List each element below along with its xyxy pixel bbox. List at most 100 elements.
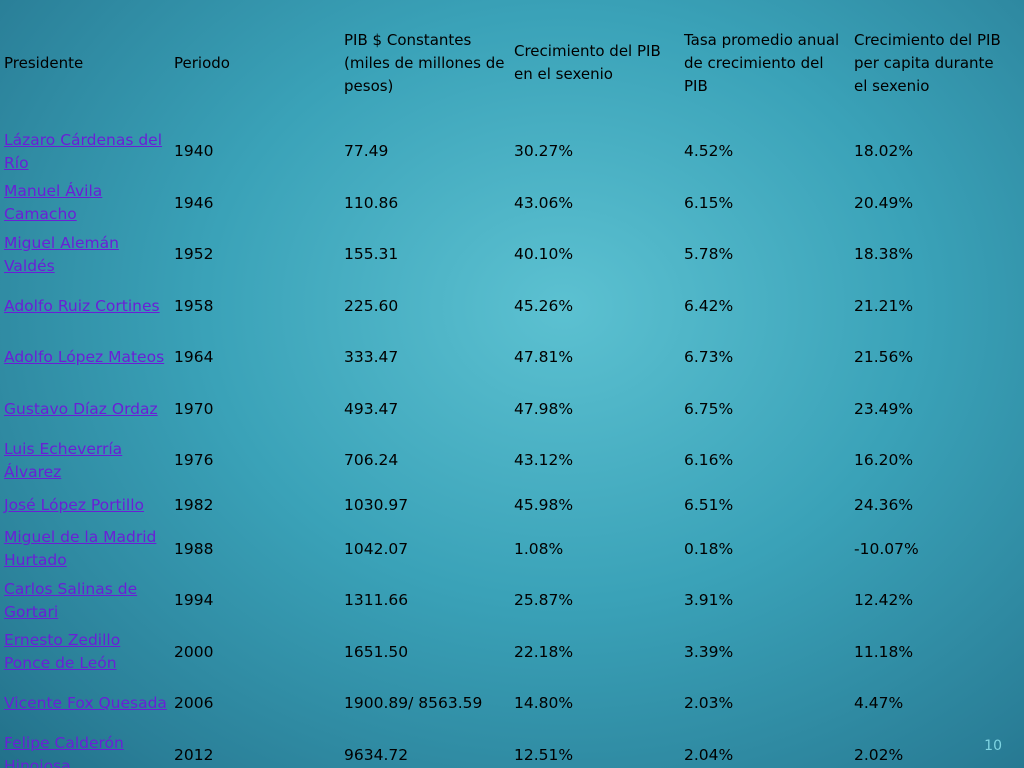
cell-crecimiento-sexenio: 45.98% [514, 495, 574, 514]
header-tasa-anual: Tasa promedio anual de crecimiento del P… [684, 30, 840, 95]
cell-tasa-anual: 6.75% [684, 399, 734, 418]
cell-crecimiento-sexenio: 43.12% [514, 451, 574, 470]
table-row: Luis Echeverría Álvarez 1976 706.24 43.12% 6… [0, 435, 1010, 487]
cell-periodo: 2000 [174, 642, 214, 661]
table-row: Lázaro Cárdenas del Río 1940 77.49 30.27% 4.… [0, 126, 1010, 178]
cell-periodo: 1976 [174, 451, 214, 470]
table-row: Miguel de la Madrid Hurtado 1988 1042.07 1.… [0, 524, 1010, 576]
presidente-link[interactable]: Luis Echeverría Álvarez [4, 439, 123, 481]
cell-periodo: 1958 [174, 296, 214, 315]
cell-pib: 333.47 [344, 348, 399, 367]
cell-crecimiento-percapita: 20.49% [854, 193, 914, 212]
cell-pib: 1042.07 [344, 539, 409, 558]
cell-periodo: 1970 [174, 399, 214, 418]
cell-pib: 1030.97 [344, 495, 409, 514]
table-row: Adolfo Ruiz Cortines 1958 225.60 45.26% 6.42… [0, 281, 1010, 333]
cell-pib: 9634.72 [344, 745, 409, 764]
cell-crecimiento-sexenio: 47.81% [514, 348, 574, 367]
cell-crecimiento-sexenio: 30.27% [514, 142, 574, 161]
cell-tasa-anual: 3.39% [684, 642, 734, 661]
cell-pib: 225.60 [344, 296, 399, 315]
cell-periodo: 1964 [174, 348, 214, 367]
cell-tasa-anual: 6.15% [684, 193, 734, 212]
header-pib: PIB $ Constantes (miles de millones de p… [344, 30, 505, 95]
table-row: Adolfo López Mateos 1964 333.47 47.81% 6.73%… [0, 332, 1010, 384]
cell-crecimiento-percapita: 18.02% [854, 142, 914, 161]
cell-presidente: Adolfo López Mateos [0, 332, 170, 384]
cell-crecimiento-sexenio: 14.80% [514, 694, 574, 713]
cell-presidente: Carlos Salinas de Gortari [0, 575, 170, 627]
presidente-link[interactable]: Vicente Fox Quesada [4, 694, 167, 713]
cell-crecimiento-percapita: 4.47% [854, 694, 904, 713]
cell-crecimiento-percapita: 11.18% [854, 642, 914, 661]
cell-periodo: 1988 [174, 539, 214, 558]
cell-pib: 706.24 [344, 451, 399, 470]
cell-periodo: 1946 [174, 193, 214, 212]
table-header: Presidente Periodo PIB $ Constantes (mil… [0, 0, 1010, 126]
cell-presidente: Ernesto Zedillo Ponce de León [0, 627, 170, 679]
cell-tasa-anual: 2.04% [684, 745, 734, 764]
cell-crecimiento-sexenio: 12.51% [514, 745, 574, 764]
header-presidente: Presidente [4, 53, 84, 72]
header-crecimiento-sexenio: Crecimiento del PIB en el sexenio [514, 42, 661, 83]
cell-crecimiento-percapita: 12.42% [854, 591, 914, 610]
cell-pib: 110.86 [344, 193, 399, 212]
cell-crecimiento-percapita: 16.20% [854, 451, 914, 470]
cell-presidente: Miguel de la Madrid Hurtado [0, 524, 170, 576]
cell-pib: 155.31 [344, 245, 399, 264]
presidente-link[interactable]: Gustavo Díaz Ordaz [4, 399, 158, 418]
cell-presidente: Gustavo Díaz Ordaz [0, 384, 170, 436]
cell-presidente: Adolfo Ruiz Cortines [0, 281, 170, 333]
presidente-link[interactable]: Miguel Alemán Valdés [4, 233, 119, 275]
cell-tasa-anual: 2.03% [684, 694, 734, 713]
presidente-link[interactable]: Adolfo Ruiz Cortines [4, 296, 160, 315]
cell-crecimiento-percapita: 21.56% [854, 348, 914, 367]
cell-presidente: Miguel Alemán Valdés [0, 229, 170, 281]
cell-periodo: 1940 [174, 142, 214, 161]
cell-crecimiento-sexenio: 47.98% [514, 399, 574, 418]
cell-crecimiento-sexenio: 43.06% [514, 193, 574, 212]
cell-presidente: José López Portillo [0, 487, 170, 524]
table-row: Ernesto Zedillo Ponce de León 2000 1651.50… [0, 627, 1010, 679]
cell-pib: 1651.50 [344, 642, 409, 661]
cell-periodo: 2012 [174, 745, 214, 764]
presidente-link[interactable]: Carlos Salinas de Gortari [4, 579, 138, 621]
presidente-link[interactable]: Manuel Ávila Camacho [4, 182, 103, 224]
cell-crecimiento-sexenio: 40.10% [514, 245, 574, 264]
cell-tasa-anual: 6.16% [684, 451, 734, 470]
presidente-link[interactable]: Miguel de la Madrid Hurtado [4, 528, 157, 570]
cell-presidente: Vicente Fox Quesada [0, 678, 170, 730]
cell-crecimiento-percapita: -10.07% [854, 539, 919, 558]
cell-presidente: Luis Echeverría Álvarez [0, 435, 170, 487]
presidente-link[interactable]: José López Portillo [4, 495, 145, 514]
cell-crecimiento-percapita: 24.36% [854, 495, 914, 514]
table-row: Vicente Fox Quesada 2006 1900.89/ 8563.59 1… [0, 678, 1010, 730]
cell-tasa-anual: 6.73% [684, 348, 734, 367]
cell-tasa-anual: 6.51% [684, 495, 734, 514]
table-row: Manuel Ávila Camacho 1946 110.86 43.06% 6.15… [0, 178, 1010, 230]
presidente-link[interactable]: Felipe Calderón Hinojosa [4, 734, 124, 768]
cell-periodo: 1994 [174, 591, 214, 610]
cell-crecimiento-sexenio: 22.18% [514, 642, 574, 661]
presidente-link[interactable]: Lázaro Cárdenas del Río [4, 130, 163, 172]
cell-periodo: 1952 [174, 245, 214, 264]
cell-tasa-anual: 3.91% [684, 591, 734, 610]
cell-pib: 77.49 [344, 142, 389, 161]
cell-crecimiento-sexenio: 45.26% [514, 296, 574, 315]
header-crecimiento-percapita: Crecimiento del PIB per capita durante e… [854, 30, 1001, 95]
table-row: José López Portillo 1982 1030.97 45.98% 6.51… [0, 487, 1010, 524]
table-row: Carlos Salinas de Gortari 1994 1311.66 25.8… [0, 575, 1010, 627]
presidente-link[interactable]: Ernesto Zedillo Ponce de León [4, 631, 121, 673]
cell-presidente: Felipe Calderón Hinojosa [0, 730, 170, 768]
cell-crecimiento-sexenio: 25.87% [514, 591, 574, 610]
presidente-link[interactable]: Adolfo López Mateos [4, 348, 165, 367]
cell-pib: 493.47 [344, 399, 399, 418]
page-number: 10 [984, 738, 1002, 754]
cell-crecimiento-percapita: 2.02% [854, 745, 904, 764]
table-row: Gustavo Díaz Ordaz 1970 493.47 47.98% 6.75% 2… [0, 384, 1010, 436]
cell-tasa-anual: 6.42% [684, 296, 734, 315]
cell-pib: 1311.66 [344, 591, 409, 610]
cell-tasa-anual: 0.18% [684, 539, 734, 558]
